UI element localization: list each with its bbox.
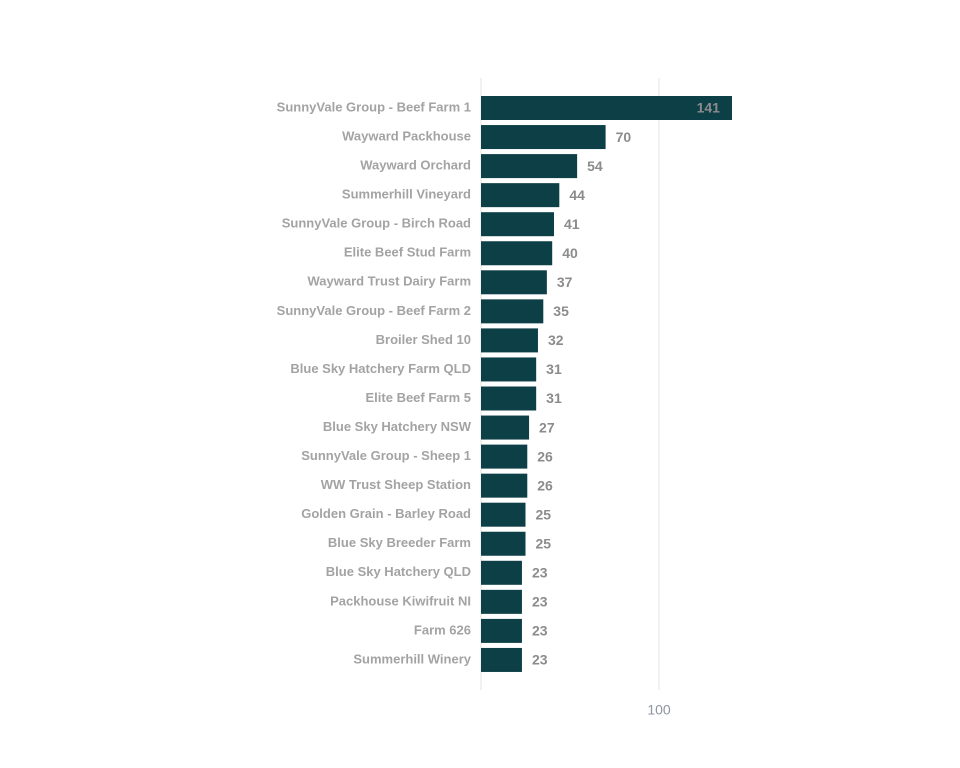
- bar: [481, 212, 554, 237]
- value-label: 40: [562, 245, 578, 261]
- value-label: 23: [532, 594, 548, 610]
- value-label: 25: [536, 506, 552, 522]
- bar: [481, 96, 732, 120]
- value-label: 31: [546, 361, 562, 377]
- value-label: 70: [616, 129, 632, 145]
- bar: [481, 270, 547, 295]
- bar: [481, 183, 560, 208]
- bar: [481, 502, 526, 527]
- category-label: SunnyVale Group - Sheep 1: [301, 448, 471, 463]
- value-label: 25: [536, 535, 552, 551]
- category-label: Broiler Shed 10: [376, 332, 471, 347]
- bar: [481, 125, 606, 150]
- value-label: 54: [587, 158, 603, 174]
- category-label: Summerhill Vineyard: [342, 187, 471, 202]
- value-label: 32: [548, 332, 564, 348]
- value-label: 44: [569, 187, 585, 203]
- bar: [481, 531, 526, 556]
- bar: [481, 473, 528, 498]
- bar: [481, 647, 522, 672]
- value-label: 27: [539, 419, 555, 435]
- value-label: 23: [532, 565, 548, 581]
- bar: [481, 589, 522, 614]
- bar: [481, 154, 578, 179]
- category-label: Elite Beef Stud Farm: [344, 245, 471, 260]
- bar: [481, 241, 553, 266]
- value-label: 41: [564, 216, 580, 232]
- category-label: SunnyVale Group - Birch Road: [282, 216, 471, 231]
- value-label: 23: [532, 623, 548, 639]
- category-label: Wayward Orchard: [360, 158, 471, 173]
- bar: [481, 444, 528, 469]
- bar: [481, 299, 544, 324]
- value-label: 141: [697, 100, 721, 116]
- category-label: Wayward Trust Dairy Farm: [307, 274, 471, 289]
- category-label: Blue Sky Hatchery NSW: [323, 419, 472, 434]
- category-label: Farm 626: [414, 622, 471, 637]
- category-label: Summerhill Winery: [353, 651, 471, 666]
- category-label: Packhouse Kiwifruit NI: [330, 593, 471, 608]
- category-label: Blue Sky Hatchery QLD: [326, 564, 471, 579]
- bar: [481, 618, 522, 643]
- bar: [481, 386, 537, 411]
- x-tick-label: 100: [647, 702, 671, 718]
- category-label: Wayward Packhouse: [342, 128, 471, 143]
- value-label: 37: [557, 274, 573, 290]
- value-label: 26: [537, 448, 553, 464]
- bar: [481, 560, 522, 585]
- category-label: WW Trust Sheep Station: [321, 477, 471, 492]
- value-label: 31: [546, 390, 562, 406]
- bar: [481, 415, 530, 440]
- value-label: 35: [553, 303, 569, 319]
- category-label: Blue Sky Breeder Farm: [328, 535, 471, 550]
- category-label: Golden Grain - Barley Road: [301, 506, 471, 521]
- bar: [481, 357, 537, 382]
- category-label: Blue Sky Hatchery Farm QLD: [290, 361, 471, 376]
- category-label: Elite Beef Farm 5: [366, 390, 472, 405]
- category-label: SunnyVale Group - Beef Farm 1: [277, 99, 471, 114]
- bar: [481, 328, 538, 353]
- value-label: 26: [537, 477, 553, 493]
- category-label: SunnyVale Group - Beef Farm 2: [277, 303, 471, 318]
- value-label: 23: [532, 652, 548, 668]
